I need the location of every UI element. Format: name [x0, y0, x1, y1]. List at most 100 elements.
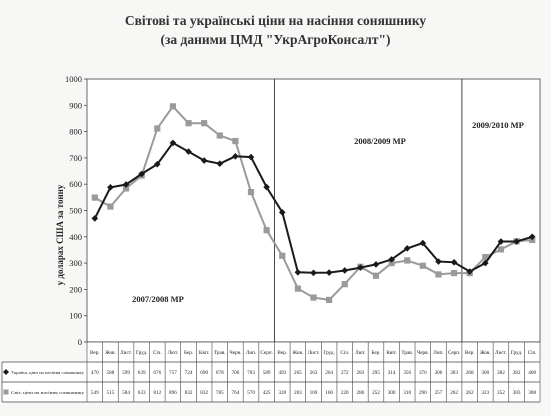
x-tick-label: Січ. [528, 350, 537, 356]
data-point [91, 194, 98, 201]
x-tick-label: Лист. [120, 350, 132, 356]
data-label: 703 [247, 370, 255, 376]
x-tick-label: Серп. [448, 350, 461, 356]
y-tick-label: 100 [69, 311, 82, 321]
legend-swatch [3, 389, 9, 395]
data-label: 352 [497, 390, 505, 396]
table-bg [87, 342, 540, 402]
data-label: 300 [388, 390, 396, 396]
data-label: 286 [356, 390, 364, 396]
x-tick-label: Бер. [371, 350, 380, 356]
chart-title: Світові та українські ціни на насіння со… [124, 13, 427, 28]
data-point [122, 185, 130, 192]
data-label: 356 [403, 370, 411, 376]
x-tick-label: Лип. [246, 350, 256, 356]
x-tick-label: Січ. [153, 350, 162, 356]
data-label: 376 [419, 370, 427, 376]
data-label: 757 [169, 370, 177, 376]
data-label: 400 [528, 370, 536, 376]
x-tick-label: Лист. [308, 350, 320, 356]
x-tick-label: Лип. [433, 350, 443, 356]
data-point [435, 271, 442, 278]
y-tick-label: 900 [69, 100, 82, 110]
data-label: 589 [263, 370, 271, 376]
data-label: 388 [528, 390, 536, 396]
data-point [497, 246, 505, 253]
data-label: 257 [435, 390, 443, 396]
data-label: 383 [513, 390, 521, 396]
data-point [216, 160, 224, 167]
x-tick-label: Вер. [90, 350, 100, 356]
data-label: 599 [122, 370, 130, 376]
data-point [216, 132, 223, 139]
data-point [279, 252, 286, 259]
data-label: 283 [356, 370, 364, 376]
data-point [419, 262, 426, 269]
data-point [419, 239, 427, 247]
period-label: 2009/2010 МР [472, 120, 524, 130]
data-label: 764 [232, 390, 240, 396]
x-tick-label: Квіт. [386, 350, 397, 356]
data-label: 264 [325, 370, 333, 376]
y-axis-label: у доларах США за тонну [55, 184, 65, 285]
data-label: 896 [169, 390, 177, 396]
data-label: 832 [200, 390, 208, 396]
data-point [450, 269, 458, 277]
x-tick-label: Груд. [136, 350, 147, 356]
data-point [341, 281, 348, 288]
x-tick-label: Вер. [277, 350, 287, 356]
data-point [310, 269, 317, 277]
data-point [294, 269, 302, 276]
data-label: 310 [403, 390, 411, 396]
y-tick-label: 400 [69, 232, 82, 242]
x-tick-label: Трав. [214, 350, 226, 356]
x-tick-label: Груд. [511, 350, 522, 356]
data-label: 306 [435, 370, 443, 376]
x-tick-label: Вер. [465, 350, 475, 356]
data-label: 323 [481, 390, 489, 396]
data-label: 328 [278, 390, 286, 396]
data-label: 832 [185, 390, 193, 396]
y-tick-label: 700 [69, 153, 82, 163]
data-label: 272 [341, 370, 349, 376]
data-point [528, 233, 536, 241]
data-label: 470 [91, 370, 99, 376]
data-label: 262 [466, 390, 474, 396]
x-tick-label: Лют. [355, 350, 366, 356]
data-label: 425 [263, 390, 271, 396]
data-label: 678 [216, 370, 224, 376]
data-label: 706 [232, 370, 240, 376]
y-tick-label: 1000 [65, 74, 82, 84]
x-tick-label: Груд. [323, 350, 334, 356]
data-point [232, 137, 239, 145]
y-axis: 0 100 200 300 400 500 600 700 800 900 1000 [65, 74, 87, 347]
x-tick-label: Квіт. [199, 350, 210, 356]
data-point [201, 120, 208, 127]
data-point [357, 264, 364, 271]
period-label: 2008/2009 МР [354, 136, 406, 146]
data-label: 290 [419, 390, 427, 396]
data-point [169, 103, 177, 110]
data-point [310, 294, 317, 301]
data-point [482, 259, 489, 267]
y-tick-label: 200 [69, 284, 82, 294]
x-tick-label: Бер. [184, 350, 193, 356]
data-point [169, 139, 177, 147]
data-point [185, 120, 192, 127]
period-labels: 2007/2008 МР 2008/2009 МР 2009/2010 МР [132, 120, 524, 304]
data-label: 570 [247, 390, 255, 396]
x-tick-label: Лист. [495, 350, 507, 356]
data-label: 262 [450, 390, 458, 396]
x-tick-label: Жов. [293, 350, 304, 356]
data-label: 584 [122, 390, 130, 396]
series-lines [91, 103, 536, 304]
x-tick-label: Черв. [417, 350, 429, 356]
data-label: 268 [466, 370, 474, 376]
data-label: 515 [107, 390, 115, 396]
data-point [247, 188, 255, 196]
data-point [91, 215, 99, 222]
data-point [497, 238, 505, 245]
data-label: 295 [372, 370, 380, 376]
data-point [200, 157, 208, 164]
